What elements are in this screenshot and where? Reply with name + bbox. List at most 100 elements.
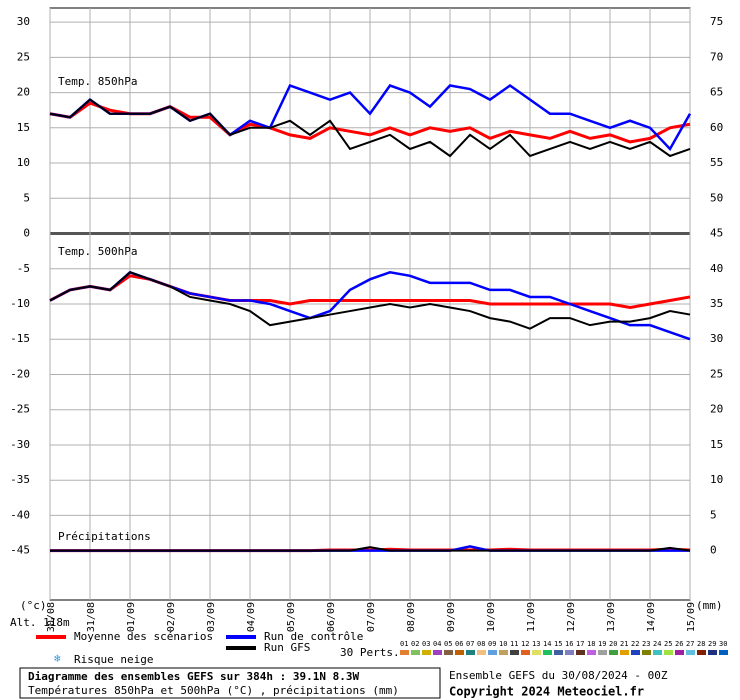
pert-label: 29 <box>708 640 716 648</box>
pert-swatch <box>411 650 420 655</box>
y-tick-label: -35 <box>10 473 30 486</box>
y2-tick-label: 60 <box>710 121 723 134</box>
subtitle: Températures 850hPa et 500hPa (°C) , pré… <box>28 684 399 697</box>
x-tick-label: 05/09 <box>286 602 297 632</box>
y2-tick-label: 50 <box>710 191 723 204</box>
pert-label: 05 <box>444 640 452 648</box>
x-tick-label: 01/09 <box>126 602 137 632</box>
pert-label: 10 <box>499 640 507 648</box>
y-tick-label: 10 <box>17 156 30 169</box>
pert-label: 28 <box>697 640 705 648</box>
pert-label: 30 <box>719 640 727 648</box>
x-tick-label: 13/09 <box>606 602 617 632</box>
pert-label: 01 <box>400 640 408 648</box>
y2-tick-label: 35 <box>710 297 723 310</box>
pert-label: 02 <box>411 640 419 648</box>
pert-label: 25 <box>664 640 672 648</box>
y-tick-label: -45 <box>10 544 30 557</box>
pert-label: 22 <box>631 640 639 648</box>
pert-label: 09 <box>488 640 496 648</box>
y-tick-label: -25 <box>10 403 30 416</box>
y2-tick-label: 5 <box>710 508 717 521</box>
y-tick-label: 20 <box>17 86 30 99</box>
pert-swatch <box>587 650 596 655</box>
y-tick-label: -15 <box>10 332 30 345</box>
panel-label: Précipitations <box>58 530 151 543</box>
y2-unit: (mm) <box>696 599 723 612</box>
title-box <box>19 667 441 699</box>
pert-label: 21 <box>620 640 628 648</box>
series-line <box>49 98 691 158</box>
legend-label: Run GFS <box>264 641 310 654</box>
pert-label: 27 <box>686 640 694 648</box>
pert-swatch <box>598 650 607 655</box>
pert-label: 12 <box>521 640 529 648</box>
y2-tick-label: 55 <box>710 156 723 169</box>
pert-swatch <box>499 650 508 655</box>
pert-label: 04 <box>433 640 441 648</box>
snow-icon: ❄ <box>54 652 61 665</box>
pert-swatch <box>521 650 530 655</box>
pert-label: 18 <box>587 640 595 648</box>
y-tick-label: 0 <box>23 227 30 240</box>
x-tick-label: 02/09 <box>166 602 177 632</box>
y-tick-label: 25 <box>17 50 30 63</box>
pert-swatch <box>466 650 475 655</box>
snow-label: Risque neige <box>74 653 153 666</box>
pert-label: 17 <box>576 640 584 648</box>
pert-swatch <box>477 650 486 655</box>
y-unit: (°c) <box>20 599 47 612</box>
y-tick-label: 5 <box>23 191 30 204</box>
x-tick-label: 31/08 <box>86 602 97 632</box>
pert-label: 08 <box>477 640 485 648</box>
x-tick-label: 06/09 <box>326 602 337 632</box>
pert-swatch <box>510 650 519 655</box>
altitude: Alt. 118m <box>10 616 70 629</box>
x-tick-label: 08/09 <box>406 602 417 632</box>
pert-label: 07 <box>466 640 474 648</box>
x-tick-label: 12/09 <box>566 602 577 632</box>
pert-swatch <box>675 650 684 655</box>
series-line <box>49 271 691 330</box>
pert-label: 13 <box>532 640 540 648</box>
pert-swatch <box>455 650 464 655</box>
pert-swatch <box>642 650 651 655</box>
pert-label: 15 <box>554 640 562 648</box>
pert-swatch <box>697 650 706 655</box>
pert-swatch <box>444 650 453 655</box>
pert-label: 16 <box>565 640 573 648</box>
x-tick-label: 15/09 <box>686 602 697 632</box>
y2-tick-label: 30 <box>710 332 723 345</box>
y2-tick-label: 0 <box>710 544 717 557</box>
x-tick-label: 10/09 <box>486 602 497 632</box>
legend-label: Run de contrôle <box>264 630 363 643</box>
pert-swatch <box>543 650 552 655</box>
pert-label: 24 <box>653 640 661 648</box>
series-line <box>50 546 691 552</box>
pert-swatch <box>708 650 717 655</box>
pert-label: 23 <box>642 640 650 648</box>
x-tick-label: 30/08 <box>46 602 57 632</box>
x-tick-label: 14/09 <box>646 602 657 632</box>
y2-tick-label: 25 <box>710 367 723 380</box>
pert-label: 19 <box>598 640 606 648</box>
pert-swatch <box>554 650 563 655</box>
pert-swatch <box>686 650 695 655</box>
y2-tick-label: 40 <box>710 262 723 275</box>
y-tick-label: 30 <box>17 15 30 28</box>
y2-tick-label: 70 <box>710 50 723 63</box>
pert-swatch <box>532 650 541 655</box>
legend-label: Moyenne des scénarios <box>74 630 213 643</box>
y2-tick-label: 20 <box>710 403 723 416</box>
pert-swatch <box>433 650 442 655</box>
y-tick-label: -40 <box>10 508 30 521</box>
pert-label: 20 <box>609 640 617 648</box>
panel-label: Temp. 500hPa <box>58 245 137 258</box>
pert-swatch <box>653 650 662 655</box>
run-info: Ensemble GEFS du 30/08/2024 - 00Z <box>449 669 668 682</box>
x-tick-label: 07/09 <box>366 602 377 632</box>
panel-label: Temp. 850hPa <box>58 75 137 88</box>
y2-tick-label: 10 <box>710 473 723 486</box>
y-tick-label: -20 <box>10 367 30 380</box>
pert-swatch <box>576 650 585 655</box>
